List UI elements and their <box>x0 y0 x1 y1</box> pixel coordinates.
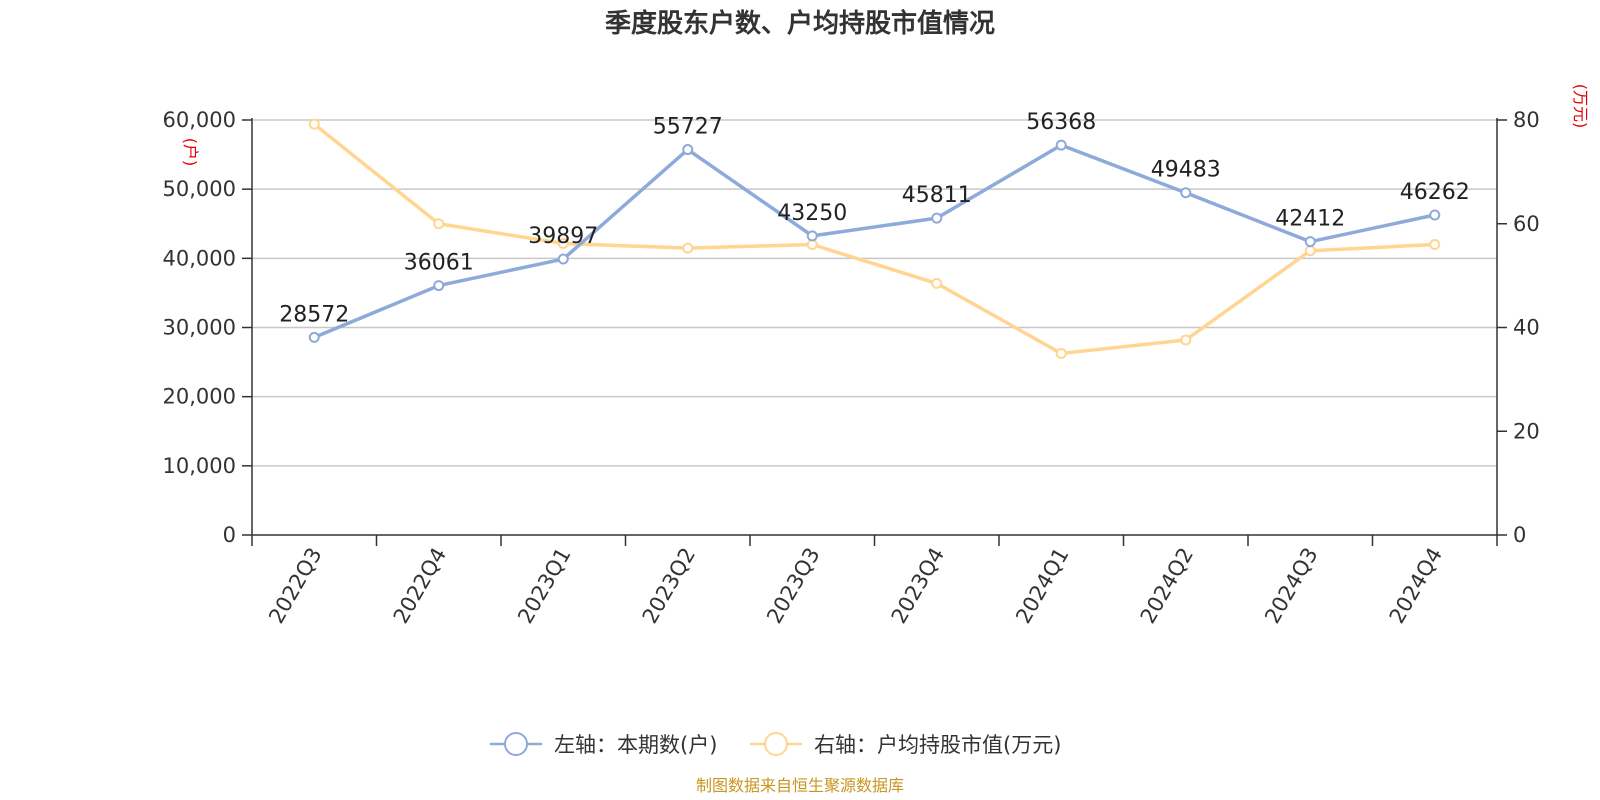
x-tick-label: 2024Q1 <box>1011 544 1073 628</box>
data-point <box>1055 347 1067 359</box>
legend-label: 左轴：本期数(户) <box>554 733 717 757</box>
x-tick-label: 2024Q3 <box>1260 544 1322 628</box>
left-tick-label: 60,000 <box>163 108 236 132</box>
x-tick-label: 2022Q3 <box>264 544 326 628</box>
data-label: 56368 <box>1026 110 1096 135</box>
x-tick-label: 2022Q4 <box>389 544 451 628</box>
legend-marker <box>764 732 788 756</box>
data-label: 39897 <box>528 224 598 249</box>
x-tick-label: 2024Q4 <box>1385 544 1447 628</box>
x-tick-label: 2023Q1 <box>513 544 575 628</box>
data-label: 55727 <box>653 115 723 140</box>
left-tick-label: 20,000 <box>163 385 236 409</box>
x-tick-label: 2024Q2 <box>1136 544 1198 628</box>
x-tick-label: 2023Q2 <box>638 544 700 628</box>
data-point <box>308 118 320 130</box>
x-tick-label: 2023Q3 <box>762 544 824 628</box>
data-label: 28572 <box>279 302 349 327</box>
x-tick-label: 2023Q4 <box>887 544 949 628</box>
data-point <box>308 331 320 343</box>
data-point <box>433 218 445 230</box>
data-point <box>682 144 694 156</box>
data-point <box>433 280 445 292</box>
right-tick-label: 0 <box>1513 523 1526 547</box>
data-point <box>806 230 818 242</box>
data-point <box>1055 139 1067 151</box>
right-tick-label: 80 <box>1513 108 1540 132</box>
data-point <box>1180 187 1192 199</box>
data-label: 45811 <box>902 183 972 208</box>
data-point <box>1180 334 1192 346</box>
data-label: 36061 <box>404 251 474 276</box>
series-line-1 <box>313 122 1435 356</box>
right-tick-label: 40 <box>1513 316 1540 340</box>
grid <box>252 119 1497 467</box>
data-point <box>1429 209 1441 221</box>
data-point <box>557 237 569 249</box>
axes: 0 10,000 20,000 30,000 40,000 50,000 60,000 0 20… <box>163 84 1590 628</box>
legend: 左轴：本期数(户) 右轴：户均持股市值(万元) <box>490 732 1061 757</box>
data-label: 42412 <box>1275 207 1345 232</box>
right-axis-unit: (万元) <box>1571 84 1590 129</box>
right-tick-label: 60 <box>1513 212 1540 236</box>
data-point <box>931 212 943 224</box>
data-point <box>557 253 569 265</box>
source-note: 制图数据来自恒生聚源数据库 <box>696 776 904 795</box>
legend-label: 右轴：户均持股市值(万元) <box>814 733 1061 757</box>
data-point <box>1304 245 1316 257</box>
data-point <box>1429 239 1441 250</box>
data-label: 46262 <box>1400 180 1470 205</box>
series-lines <box>308 118 1441 359</box>
left-tick-label: 50,000 <box>163 177 236 201</box>
chart-title: 季度股东户数、户均持股市值情况 <box>605 8 995 39</box>
data-label: 49483 <box>1151 158 1221 183</box>
data-label: 43250 <box>777 201 847 226</box>
left-tick-label: 0 <box>223 523 236 547</box>
left-tick-label: 10,000 <box>163 454 236 478</box>
legend-marker <box>504 732 528 756</box>
data-point <box>931 277 943 289</box>
data-point <box>1304 236 1316 248</box>
left-tick-label: 30,000 <box>163 316 236 340</box>
data-labels: 28572 36061 39897 55727 43250 45811 56368 49483… <box>279 110 1470 327</box>
right-tick-label: 20 <box>1513 419 1540 443</box>
series-line-0 <box>313 143 1436 339</box>
data-point <box>682 242 694 254</box>
left-axis-unit: (户) <box>181 138 200 167</box>
left-tick-label: 40,000 <box>163 246 236 270</box>
